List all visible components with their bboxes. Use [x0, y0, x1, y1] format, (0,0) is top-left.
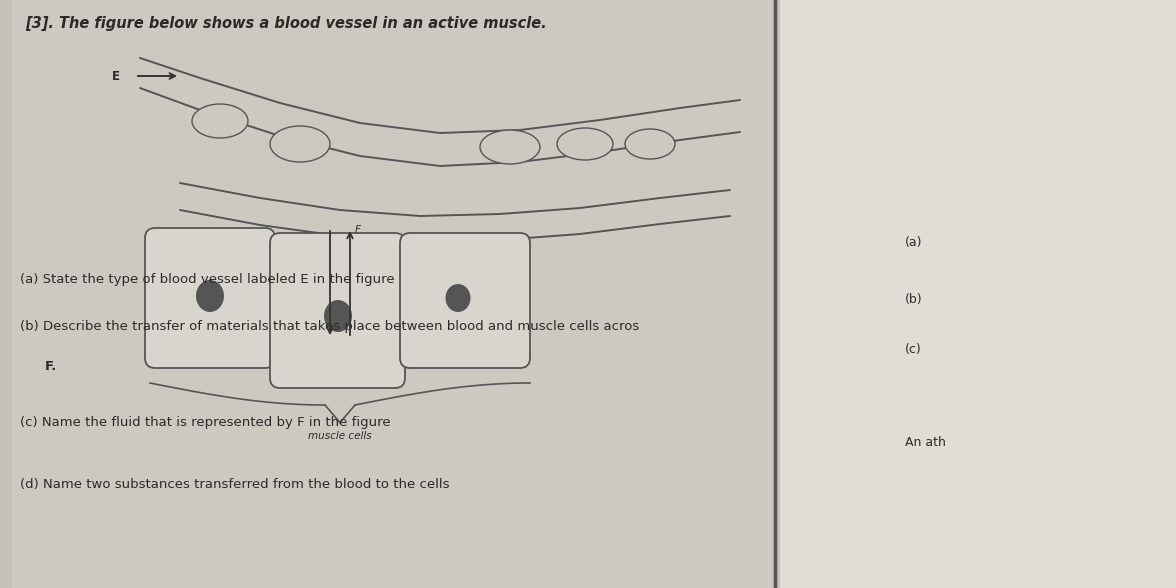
Ellipse shape	[557, 128, 613, 160]
Ellipse shape	[446, 284, 470, 312]
Bar	[0, 0, 780, 588]
Text: (b): (b)	[906, 293, 923, 306]
Text: [3]. The figure below shows a blood vessel in an active muscle.: [3]. The figure below shows a blood vess…	[25, 16, 547, 31]
Ellipse shape	[192, 104, 248, 138]
Text: (c) Name the fluid that is represented by F in the figure: (c) Name the fluid that is represented b…	[20, 416, 390, 429]
Text: E: E	[112, 69, 120, 82]
Ellipse shape	[325, 300, 352, 332]
Ellipse shape	[480, 130, 540, 164]
Text: (d) Name two substances transferred from the blood to the cells: (d) Name two substances transferred from…	[20, 478, 449, 491]
Ellipse shape	[270, 126, 330, 162]
Bar	[780, 0, 1176, 588]
Text: (b) Describe the transfer of materials that takes place between blood and muscle: (b) Describe the transfer of materials t…	[20, 320, 640, 333]
Text: F.: F.	[45, 360, 58, 373]
Bar	[12, 0, 771, 588]
Ellipse shape	[624, 129, 675, 159]
Text: F: F	[355, 225, 361, 235]
Text: (a): (a)	[906, 236, 922, 249]
Text: (a) State the type of blood vessel labeled E in the figure: (a) State the type of blood vessel label…	[20, 273, 395, 286]
Ellipse shape	[196, 280, 223, 312]
FancyBboxPatch shape	[145, 228, 275, 368]
FancyBboxPatch shape	[400, 233, 530, 368]
Text: (c): (c)	[906, 343, 922, 356]
Text: An ath: An ath	[906, 436, 946, 449]
FancyBboxPatch shape	[270, 233, 405, 388]
Text: muscle cells: muscle cells	[308, 430, 372, 440]
